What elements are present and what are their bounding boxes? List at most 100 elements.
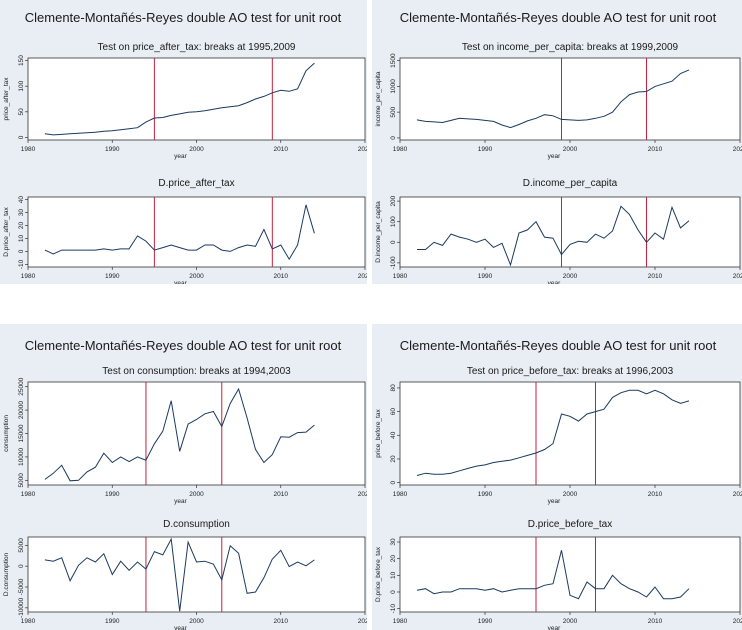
- y-tick-label: 500: [390, 106, 397, 117]
- y-tick-label: 30: [18, 209, 25, 217]
- chart-panel-price-before-tax: Clemente-Montañés-Reyes double AO test f…: [372, 324, 742, 630]
- x-tick-label: 2010: [648, 273, 663, 280]
- x-tick-label: 2010: [274, 273, 289, 280]
- plot-area: [27, 196, 366, 268]
- y-tick-label: 15000: [18, 424, 25, 442]
- x-tick-label: 2020: [358, 491, 367, 498]
- chart-panel-consumption: Clemente-Montañés-Reyes double AO test f…: [0, 324, 367, 630]
- x-tick-label: 2010: [648, 618, 663, 625]
- x-tick-label: 1980: [393, 618, 408, 625]
- x-tick-label: 1980: [393, 491, 408, 498]
- x-tick-label: 2000: [563, 146, 578, 153]
- y-axis-label: price_before_tax: [375, 409, 382, 458]
- chart-panel-income-per-capita: Clemente-Montañés-Reyes double AO test f…: [372, 0, 742, 284]
- x-axis-label: year: [174, 625, 187, 630]
- x-tick-label: 1980: [21, 146, 36, 153]
- series-line: [417, 205, 690, 267]
- subplot-title: Test on price_after_tax: breaks at 1995,…: [98, 42, 296, 53]
- x-tick-label: 2010: [648, 146, 663, 153]
- y-axis-label: price_after_tax: [3, 77, 10, 121]
- x-tick-label: 2000: [189, 618, 204, 625]
- y-tick-label: 20000: [18, 401, 25, 419]
- y-tick-label: 80: [390, 384, 397, 392]
- y-tick-label: 200: [390, 195, 397, 206]
- x-tick-label: 2020: [733, 618, 742, 625]
- y-tick-label: -5000: [18, 578, 25, 595]
- x-tick-label: 1980: [393, 273, 408, 280]
- y-tick-label: -10: [18, 259, 25, 269]
- subplot-title: D.price_before_tax: [528, 519, 613, 530]
- y-axis-label: D.consumption: [3, 552, 10, 596]
- graph-title: Clemente-Montañés-Reyes double AO test f…: [25, 338, 342, 353]
- y-tick-label: 0: [390, 590, 397, 594]
- plot-area: [27, 57, 366, 141]
- x-tick-label: 1990: [478, 146, 493, 153]
- series-line: [44, 387, 315, 482]
- y-tick-label: 20: [390, 555, 397, 563]
- subplot-title: D.income_per_capita: [523, 178, 618, 189]
- x-tick-label: 2000: [563, 273, 578, 280]
- x-tick-label: 1990: [478, 618, 493, 625]
- y-axis-label: D.price_after_tax: [3, 207, 10, 257]
- y-tick-label: 10000: [18, 447, 25, 465]
- plot-area: [399, 57, 741, 141]
- x-tick-label: 1990: [105, 273, 120, 280]
- plot-area: [27, 536, 366, 613]
- x-tick-label: 1980: [21, 491, 36, 498]
- subplot-title: D.consumption: [163, 519, 230, 530]
- x-tick-label: 2000: [563, 491, 578, 498]
- x-tick-label: 2000: [189, 146, 204, 153]
- y-tick-label: 0: [18, 564, 25, 568]
- x-tick-label: 2000: [189, 273, 204, 280]
- y-tick-label: -10000: [18, 597, 25, 618]
- y-tick-label: 40: [18, 196, 25, 204]
- y-tick-label: 100: [18, 80, 25, 91]
- y-tick-label: 60: [390, 408, 397, 416]
- x-tick-label: 2010: [274, 146, 289, 153]
- x-axis-label: year: [548, 153, 561, 160]
- y-axis-label: D.price_before_tax: [375, 546, 382, 602]
- x-axis-label: year: [174, 153, 187, 160]
- y-tick-label: 0: [390, 136, 397, 140]
- y-axis-label: income_per_capita: [375, 71, 382, 126]
- x-tick-label: 1990: [478, 273, 493, 280]
- subplot-title: Test on income_per_capita: breaks at 199…: [462, 42, 679, 53]
- y-tick-label: -10: [390, 604, 397, 614]
- x-tick-label: 1980: [393, 146, 408, 153]
- y-tick-label: -100: [390, 256, 397, 269]
- graph-title: Clemente-Montañés-Reyes double AO test f…: [400, 338, 717, 353]
- x-tick-label: 2000: [189, 491, 204, 498]
- x-axis-label: year: [548, 498, 561, 505]
- x-tick-label: 2010: [274, 491, 289, 498]
- series-line: [44, 204, 315, 261]
- series-line: [416, 389, 690, 476]
- x-axis-label: year: [174, 498, 187, 505]
- subplot-title: Test on price_before_tax: breaks at 1996…: [467, 366, 674, 377]
- x-tick-label: 1990: [105, 491, 120, 498]
- x-tick-label: 2020: [733, 146, 742, 153]
- y-tick-label: 0: [390, 480, 397, 484]
- x-tick-label: 2020: [358, 273, 367, 280]
- chart-svg: Clemente-Montañés-Reyes double AO test f…: [0, 0, 367, 284]
- x-axis-label: year: [548, 280, 561, 284]
- subplot-title: Test on consumption: breaks at 1994,2003: [102, 366, 291, 377]
- x-tick-label: 1980: [21, 618, 36, 625]
- y-tick-label: 1500: [390, 53, 397, 68]
- x-tick-label: 1990: [105, 146, 120, 153]
- plot-area: [27, 381, 366, 486]
- y-axis-label: D.income_per_capita: [375, 201, 382, 263]
- x-tick-label: 1980: [21, 273, 36, 280]
- y-tick-label: 100: [390, 216, 397, 227]
- series-line: [416, 69, 690, 129]
- x-tick-label: 1990: [478, 491, 493, 498]
- x-tick-label: 2010: [274, 618, 289, 625]
- series-line: [44, 62, 315, 136]
- plot-area: [399, 536, 741, 613]
- series-line: [416, 550, 690, 600]
- x-axis-label: year: [174, 280, 187, 284]
- y-tick-label: 1000: [390, 79, 397, 94]
- y-tick-label: 25000: [18, 377, 25, 395]
- y-tick-label: 50: [18, 108, 25, 116]
- y-axis-label: consumption: [3, 415, 10, 452]
- x-tick-label: 2020: [733, 273, 742, 280]
